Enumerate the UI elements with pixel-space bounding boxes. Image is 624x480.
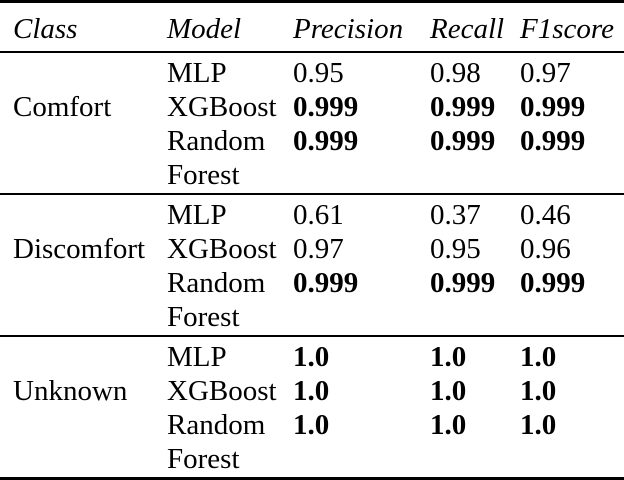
table-row: Random Forest 1.0 1.0 1.0 (167, 408, 624, 476)
model-cell: Random Forest (167, 267, 266, 333)
recall-cell: 0.999 (430, 91, 496, 123)
header-model: Model (167, 13, 242, 45)
table-row: Random Forest 0.999 0.999 0.999 (167, 124, 624, 192)
table-row: Random Forest 0.999 0.999 0.999 (167, 266, 624, 334)
precision-cell: 0.999 (293, 267, 359, 299)
header-f1score: F1score (520, 13, 614, 45)
header-precision: Precision (293, 13, 404, 45)
header-recall: Recall (430, 13, 505, 45)
f1score-cell: 1.0 (520, 409, 557, 441)
f1score-cell: 0.96 (520, 233, 571, 265)
precision-cell: 1.0 (293, 409, 330, 441)
recall-cell: 1.0 (430, 341, 467, 373)
model-cell: Random Forest (167, 125, 266, 191)
table-row: XGBoost 0.97 0.95 0.96 (167, 232, 624, 266)
recall-cell: 0.95 (430, 233, 481, 265)
recall-cell: 0.999 (430, 267, 496, 299)
precision-cell: 0.999 (293, 125, 359, 157)
class-group-comfort: Comfort MLP 0.95 0.98 0.97 XGBoost 0.999… (0, 53, 624, 193)
precision-cell: 1.0 (293, 341, 330, 373)
recall-cell: 1.0 (430, 409, 467, 441)
recall-cell: 0.98 (430, 57, 481, 89)
class-label: Discomfort (13, 233, 146, 265)
model-cell: MLP (167, 341, 227, 373)
f1score-cell: 0.46 (520, 199, 571, 231)
model-cell: MLP (167, 57, 227, 89)
f1score-cell: 0.999 (520, 125, 586, 157)
precision-cell: 0.95 (293, 57, 344, 89)
precision-cell: 0.97 (293, 233, 344, 265)
model-cell: Random Forest (167, 409, 266, 475)
model-cell: XGBoost (167, 91, 277, 123)
class-label: Unknown (13, 375, 128, 407)
recall-cell: 1.0 (430, 375, 467, 407)
model-cell: XGBoost (167, 375, 277, 407)
class-label: Comfort (13, 91, 112, 123)
f1score-cell: 0.999 (520, 91, 586, 123)
table-row: MLP 1.0 1.0 1.0 (167, 340, 624, 374)
precision-cell: 0.999 (293, 91, 359, 123)
recall-cell: 0.999 (430, 125, 496, 157)
table-row: XGBoost 1.0 1.0 1.0 (167, 374, 624, 408)
f1score-cell: 1.0 (520, 341, 557, 373)
model-cell: XGBoost (167, 233, 277, 265)
table-row: MLP 0.95 0.98 0.97 (167, 56, 624, 90)
precision-cell: 1.0 (293, 375, 330, 407)
table-row: XGBoost 0.999 0.999 0.999 (167, 90, 624, 124)
f1score-cell: 1.0 (520, 375, 557, 407)
recall-cell: 0.37 (430, 199, 481, 231)
model-cell: MLP (167, 199, 227, 231)
f1score-cell: 0.999 (520, 267, 586, 299)
precision-cell: 0.61 (293, 199, 344, 231)
table-row: MLP 0.61 0.37 0.46 (167, 198, 624, 232)
header-class: Class (13, 13, 78, 45)
class-group-unknown: Unknown MLP 1.0 1.0 1.0 XGBoost 1.0 1.0 … (0, 335, 624, 477)
table-header-row: Class Model Precision Recall F1score (0, 3, 624, 53)
f1score-cell: 0.97 (520, 57, 571, 89)
class-group-discomfort: Discomfort MLP 0.61 0.37 0.46 XGBoost 0.… (0, 193, 624, 335)
